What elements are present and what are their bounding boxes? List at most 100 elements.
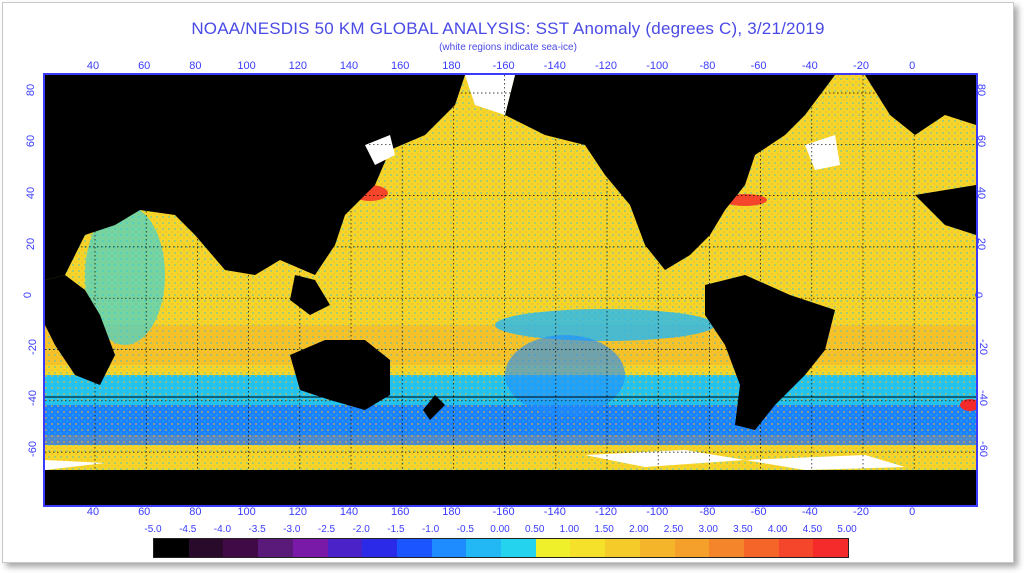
longitude-label-bottom: 0 [909,506,916,518]
latitude-label-left: -20 [26,338,39,355]
legend-tick-label: 1.50 [594,524,614,535]
land-eurasia [45,75,465,280]
land-south-america [705,275,835,430]
legend-tick-label: -1.5 [387,524,405,535]
gridlines [45,75,976,505]
latitude-label-right: 80 [975,83,988,97]
land-north-america [505,75,835,270]
cold-anomaly-pacific [505,335,625,415]
color-swatch [154,539,189,557]
longitude-label-bottom: 80 [189,506,202,518]
land-masses [45,75,976,505]
cold-anomaly-west-indian [85,205,165,345]
map-figure: NOAA/NESDIS 50 KM GLOBAL ANALYSIS: SST A… [2,2,1014,563]
sea-ice-bering [465,75,515,115]
longitude-label-bottom: -100 [646,506,669,518]
sea-ice-antarctic-pacific [585,450,745,467]
longitude-label-bottom: -60 [750,506,767,518]
legend-tick-label: 3.50 [733,524,753,535]
longitude-label-bottom: 120 [288,506,307,518]
color-swatch [674,539,710,557]
map-canvas [45,75,976,505]
latitude-label-right: 40 [975,186,988,199]
longitude-label-top: -60 [750,60,767,72]
color-swatch [605,539,640,557]
longitude-label-top: 180 [442,60,461,72]
latitude-label-left: 60 [25,135,38,148]
color-swatch [258,539,293,557]
land-indonesia [290,275,330,315]
legend-tick-label: 2.50 [663,524,684,535]
color-swatch [188,539,224,557]
longitude-label-top: 100 [237,60,256,72]
warm-anomaly-south-atlantic [960,399,976,411]
map-subtitle: (white regions indicate sea-ice) [439,42,577,53]
color-scale-bar [153,538,849,558]
color-swatch [778,539,814,557]
legend-tick-label: -3.5 [248,524,266,535]
color-swatch [743,539,779,557]
color-swatch [223,539,259,557]
legend-tick-label: -3.0 [283,524,301,535]
sea-ice [45,75,905,470]
latitude-label-right: -40 [976,389,989,406]
sea-ice-labrador [805,135,840,170]
color-swatch [813,539,849,557]
legend-tick-label: -2.5 [317,524,336,535]
longitude-label-top: -40 [801,60,818,72]
latitude-label-right: -20 [976,338,989,355]
longitude-label-bottom: 140 [339,506,359,518]
legend-tick-label: 4.00 [767,524,788,535]
land-antarctica [45,470,976,505]
cold-anomaly-south-pacific [495,309,715,341]
latitude-label-left: 80 [25,83,38,97]
latitude-label-left: -40 [26,389,39,406]
longitude-label-top: 160 [391,60,410,72]
longitude-label-top: 0 [909,60,916,72]
land-africa-east [45,275,115,385]
legend-tick-label: -0.5 [456,524,474,535]
longitude-label-bottom: 100 [237,506,256,518]
color-swatch [535,539,571,557]
legend-tick-label: 0.50 [524,524,545,535]
latitude-label-left: -60 [26,441,39,458]
color-swatch [639,539,675,557]
longitude-label-bottom: -120 [595,506,618,518]
color-swatch [501,539,536,557]
longitude-label-top: 60 [138,60,151,72]
legend-tick-label: 5.00 [837,524,857,535]
legend-tick-label: 2.00 [629,524,649,535]
longitude-label-bottom: -40 [801,506,818,518]
longitude-label-top: -100 [646,60,669,72]
longitude-label-top: -140 [543,60,566,72]
latitude-label-right: 0 [972,292,985,299]
color-swatch [709,539,744,557]
latitude-label-left: 0 [22,292,35,299]
legend-tick-label: -2.0 [352,524,370,535]
latitude-label-left: 40 [25,186,38,199]
longitude-label-bottom: 40 [86,506,100,518]
legend-tick-label: 3.00 [698,524,718,535]
sst-anomaly-map [43,73,978,507]
longitude-label-top: 120 [288,60,307,72]
longitude-label-top: -160 [492,60,515,72]
color-swatch [431,539,467,557]
color-swatch [292,539,328,557]
color-swatch [396,539,432,557]
sea-ice-okhotsk [365,135,395,165]
color-swatch [327,539,363,557]
legend-tick-label: -4.5 [179,524,197,535]
longitude-label-bottom: -140 [543,506,566,518]
longitude-label-bottom: -80 [699,506,716,518]
longitude-label-bottom: 180 [442,506,461,518]
legend-tick-label: 1.00 [559,524,580,535]
latitude-label-right: 60 [975,135,988,148]
land-greenland-europe [865,75,976,135]
color-swatch [570,539,606,557]
legend-tick-label: 4.50 [802,524,823,535]
latitude-label-right: -60 [976,441,989,458]
legend-tick-label: -5.0 [144,524,162,535]
legend-tick-label: -4.0 [213,524,232,535]
longitude-label-bottom: -160 [492,506,515,518]
land-west-africa [915,185,976,235]
